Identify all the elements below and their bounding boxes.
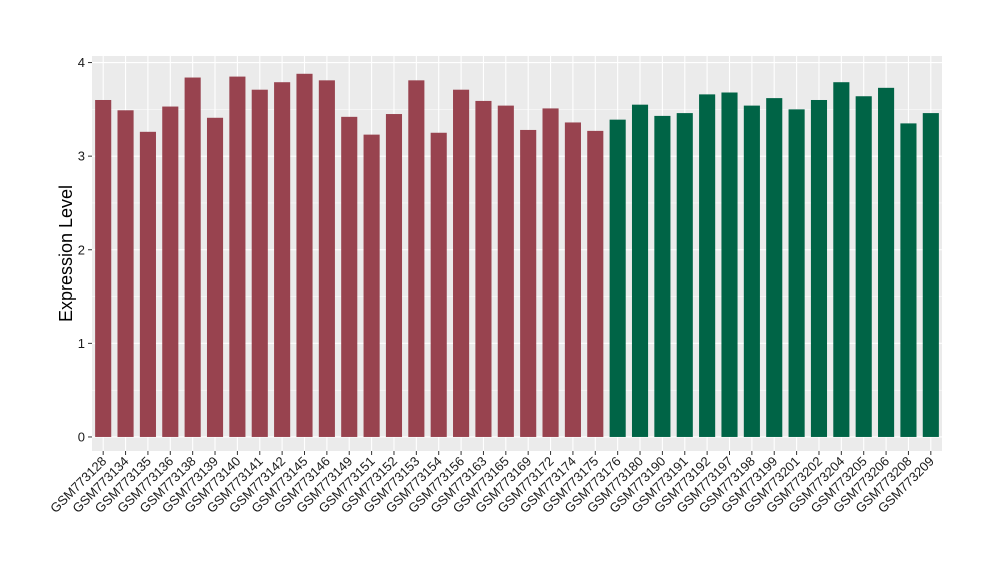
y-axis: 0 1 2 3 4 <box>78 55 92 444</box>
bar-GSM773146 <box>318 80 335 437</box>
bars <box>95 73 939 437</box>
bar-GSM773151 <box>363 134 380 437</box>
bar-GSM773209 <box>922 113 939 437</box>
y-tick-label: 3 <box>78 149 85 164</box>
bar-GSM773176 <box>609 119 626 437</box>
bar-GSM773190 <box>654 115 671 437</box>
y-axis-title: Expression Level <box>56 185 76 322</box>
bar-GSM773153 <box>408 80 425 437</box>
bar-GSM773163 <box>475 100 492 437</box>
bar-GSM773202 <box>810 99 828 437</box>
bar-GSM773165 <box>497 105 514 437</box>
bar-GSM773140 <box>229 76 246 437</box>
y-tick-label: 0 <box>78 429 85 444</box>
bar-GSM773205 <box>855 96 872 437</box>
bar-GSM773175 <box>587 130 604 437</box>
bar-GSM773191 <box>676 113 693 437</box>
bar-GSM773172 <box>542 108 559 437</box>
bar-GSM773204 <box>833 82 850 437</box>
bar-GSM773201 <box>788 109 805 437</box>
bar-GSM773142 <box>274 82 291 437</box>
bar-GSM773145 <box>296 73 313 437</box>
x-axis: GSM773128GSM773134GSM773135GSM773136GSM7… <box>47 451 937 516</box>
bar-GSM773208 <box>900 123 917 437</box>
y-tick-label: 2 <box>78 242 85 257</box>
bar-GSM773141 <box>251 89 268 437</box>
bar-GSM773128 <box>95 99 112 437</box>
bar-GSM773136 <box>162 106 179 437</box>
bar-GSM773192 <box>699 94 716 437</box>
bar-GSM773169 <box>520 129 537 437</box>
bar-GSM773149 <box>341 116 358 437</box>
bar-GSM773156 <box>453 89 470 437</box>
bar-GSM773198 <box>743 105 760 437</box>
bar-GSM773180 <box>631 104 649 437</box>
bar-GSM773152 <box>385 114 403 437</box>
bar-GSM773199 <box>766 98 783 437</box>
bar-GSM773134 <box>117 110 134 437</box>
bar-GSM773135 <box>139 131 156 437</box>
y-tick-label: 1 <box>78 336 85 351</box>
bar-GSM773206 <box>878 87 895 437</box>
bar-GSM773174 <box>564 122 581 437</box>
bar-GSM773154 <box>430 132 447 437</box>
y-tick-label: 4 <box>78 55 85 70</box>
bar-GSM773197 <box>721 92 738 437</box>
bar-GSM773139 <box>206 117 224 437</box>
bar-GSM773138 <box>184 77 201 437</box>
